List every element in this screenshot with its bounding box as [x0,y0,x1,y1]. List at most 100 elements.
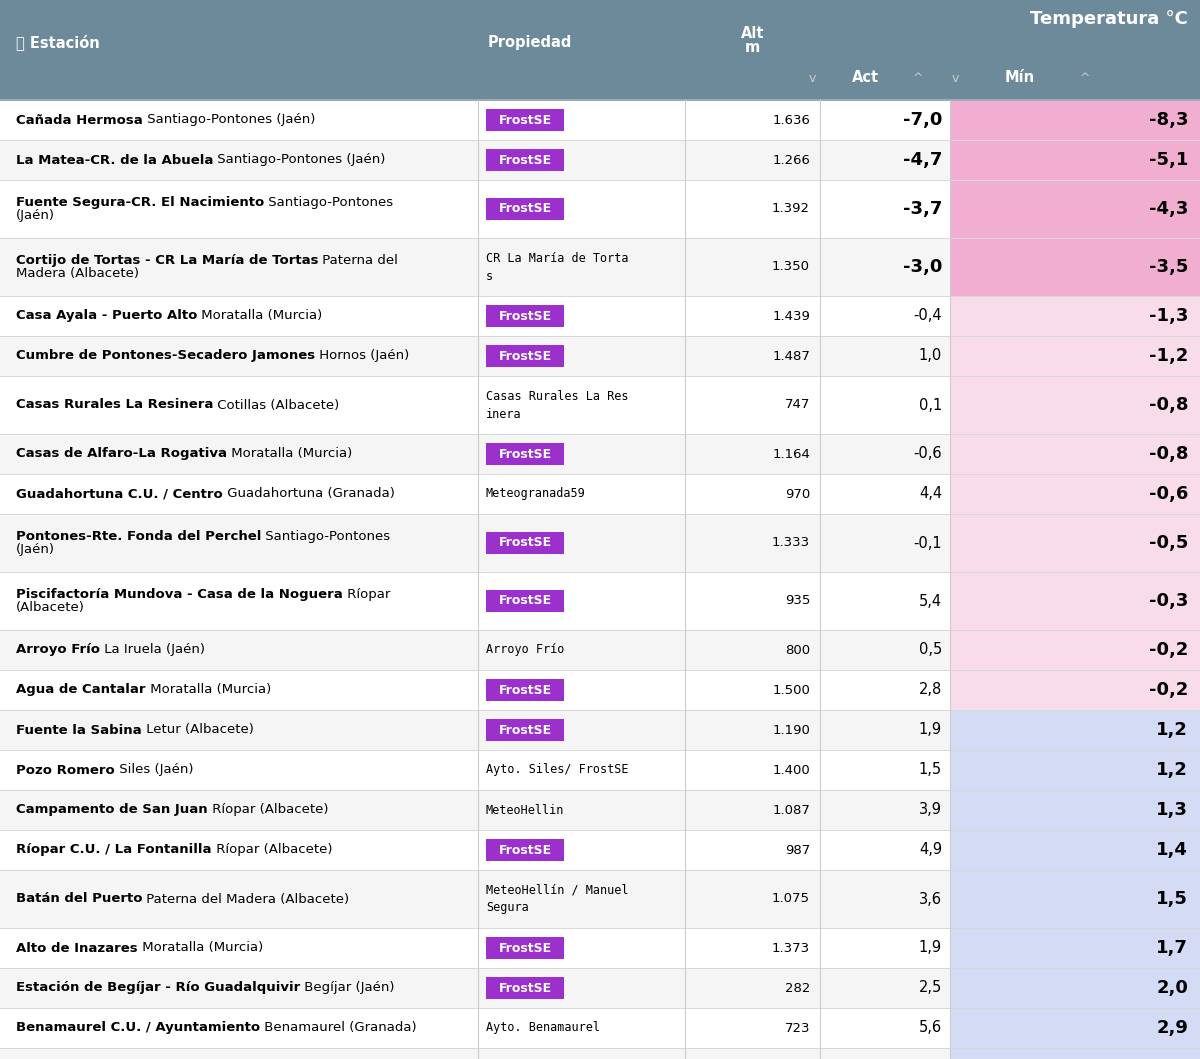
Text: 1.392: 1.392 [772,202,810,215]
Bar [950,376,1200,434]
Text: Siles (Jaén): Siles (Jaén) [115,764,193,776]
Text: Ayto. Siles/ FrostSE: Ayto. Siles/ FrostSE [486,764,629,776]
Text: Moratalla (Murcia): Moratalla (Murcia) [138,941,263,954]
Text: -0,3: -0,3 [1148,592,1188,610]
Text: 5,4: 5,4 [919,593,942,609]
Text: Hornos (Jaén): Hornos (Jaén) [316,349,409,362]
Text: 747: 747 [785,398,810,412]
Bar [0,790,1200,830]
Text: Fuente la Sabina: Fuente la Sabina [16,723,142,736]
Text: (Jaén): (Jaén) [16,542,55,556]
Text: Alt: Alt [740,26,764,41]
Text: s: s [486,269,493,283]
Bar [0,297,1200,336]
Text: 723: 723 [785,1022,810,1035]
Text: Guadahortuna (Granada): Guadahortuna (Granada) [223,487,395,501]
Bar [0,180,1200,238]
Bar [0,376,1200,434]
Text: Campamento de San Juan: Campamento de San Juan [16,804,208,816]
Text: -0,8: -0,8 [1148,445,1188,463]
Bar [950,434,1200,474]
Text: Arroyo Frío: Arroyo Frío [486,644,564,657]
Text: 2,9: 2,9 [1156,1019,1188,1037]
Text: CR La María de Torta: CR La María de Torta [486,251,629,265]
Text: -1,3: -1,3 [1148,307,1188,325]
Text: Pontones-Rte. Fonda del Perchel: Pontones-Rte. Fonda del Perchel [16,531,262,543]
Bar [486,839,564,861]
Text: Moratalla (Murcia): Moratalla (Murcia) [145,683,271,697]
Text: La Iruela (Jaén): La Iruela (Jaén) [100,644,205,657]
Bar [0,710,1200,750]
Bar [0,630,1200,670]
Text: Temperatura °C: Temperatura °C [1030,10,1188,28]
Text: v: v [809,72,816,85]
Text: 1,5: 1,5 [919,762,942,777]
Text: -0,6: -0,6 [913,447,942,462]
Text: 4,9: 4,9 [919,843,942,858]
Bar [950,1008,1200,1048]
Bar [486,198,564,220]
Bar [0,1008,1200,1048]
Text: m: m [745,40,760,55]
Bar [486,679,564,701]
Text: FrostSE: FrostSE [498,537,552,550]
Text: Cotillas (Albacete): Cotillas (Albacete) [214,398,340,412]
Bar [950,710,1200,750]
Bar [0,434,1200,474]
Text: -4,3: -4,3 [1148,200,1188,218]
Text: 1.350: 1.350 [772,261,810,273]
Text: FrostSE: FrostSE [498,154,552,166]
Text: Casa Ayala - Puerto Alto: Casa Ayala - Puerto Alto [16,309,197,323]
Text: 1,2: 1,2 [1156,761,1188,779]
Text: 3,6: 3,6 [919,892,942,907]
Text: ^: ^ [913,72,923,85]
Text: Ríopar: Ríopar [343,589,390,602]
Text: 1.087: 1.087 [772,804,810,816]
Bar [0,870,1200,928]
Text: FrostSE: FrostSE [498,349,552,362]
Text: Moratalla (Murcia): Moratalla (Murcia) [197,309,323,323]
Text: Agua de Cantalar: Agua de Cantalar [16,683,145,697]
Bar [950,968,1200,1008]
Bar [950,514,1200,572]
Text: -0,2: -0,2 [1148,681,1188,699]
Text: Act: Act [852,71,878,86]
Text: Arroyo Frío: Arroyo Frío [16,644,100,657]
Bar [486,590,564,612]
Bar [486,532,564,554]
Text: 1.487: 1.487 [772,349,810,362]
Bar [486,977,564,999]
Bar [950,297,1200,336]
Bar [0,830,1200,870]
Bar [950,790,1200,830]
Text: 800: 800 [785,644,810,657]
Text: Santiago-Pontones (Jaén): Santiago-Pontones (Jaén) [214,154,385,166]
Bar [950,238,1200,297]
Bar [0,238,1200,297]
Text: -7,0: -7,0 [902,111,942,129]
Text: FrostSE: FrostSE [498,113,552,126]
Bar [486,149,564,170]
Text: 1.075: 1.075 [772,893,810,905]
Text: Alto de Inazares: Alto de Inazares [16,941,138,954]
Bar [950,630,1200,670]
Bar [486,305,564,327]
Bar [950,870,1200,928]
Text: 1,3: 1,3 [1156,801,1188,819]
Text: 1,9: 1,9 [919,722,942,737]
Text: 3,9: 3,9 [919,803,942,818]
Bar [0,100,1200,140]
Text: (Albacete): (Albacete) [16,600,85,613]
Bar [0,670,1200,710]
Text: Fuente Segura-CR. El Nacimiento: Fuente Segura-CR. El Nacimiento [16,197,264,210]
Text: Benamaurel C.U. / Ayuntamiento: Benamaurel C.U. / Ayuntamiento [16,1022,260,1035]
Bar [0,750,1200,790]
Text: 1.333: 1.333 [772,537,810,550]
Bar [950,670,1200,710]
Text: 1.439: 1.439 [772,309,810,323]
Text: 1.266: 1.266 [772,154,810,166]
Text: 1.190: 1.190 [772,723,810,736]
Bar [0,0,1200,100]
Text: Ríopar C.U. / La Fontanilla: Ríopar C.U. / La Fontanilla [16,844,211,857]
Text: Cumbre de Pontones-Secadero Jamones: Cumbre de Pontones-Secadero Jamones [16,349,316,362]
